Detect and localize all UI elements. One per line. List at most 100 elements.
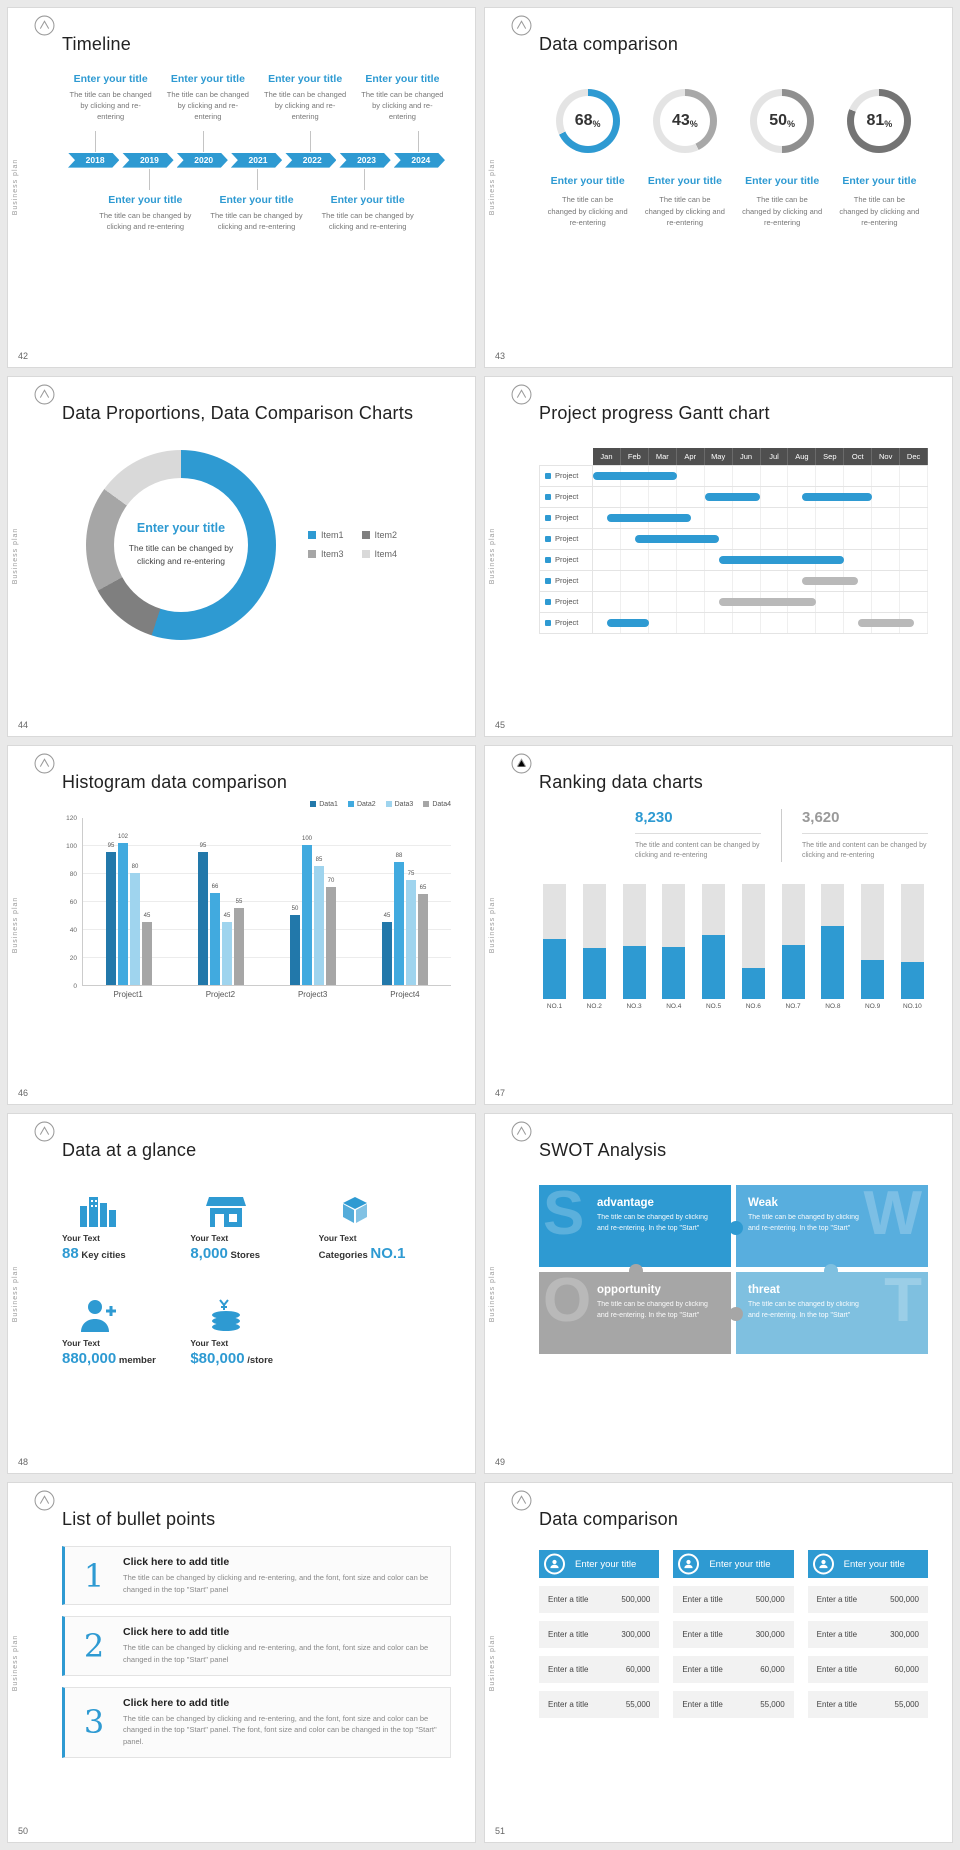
ranking-bar (582, 948, 606, 999)
legend-item: Data4 (423, 801, 451, 808)
gantt-month-header: Aug (788, 447, 817, 465)
slide-thumbnail-43[interactable]: Business plan 43 Data comparison 68% Ent… (485, 8, 952, 367)
legend-item: Item2 (361, 530, 397, 540)
swot-heading: threat (748, 1284, 780, 1297)
table-row: Enter a title 55,000 (807, 1691, 928, 1719)
donut-center: Enter your title The title can be change… (114, 477, 248, 612)
histogram-bar: 45 (142, 913, 152, 985)
entry-title: Enter your title (219, 193, 294, 206)
gantt-bar (606, 513, 691, 522)
swot-letter: W (863, 1185, 922, 1249)
stat-label: Your Text (62, 1233, 100, 1244)
swot-heading: advantage (597, 1197, 654, 1210)
slide-thumbnail-45[interactable]: Business plan 45 Project progress Gantt … (485, 376, 952, 736)
gantt-row-label: Project (539, 528, 593, 549)
gantt-bar (718, 597, 817, 606)
project-icon (545, 577, 551, 584)
timeline-year: 2018 (68, 153, 119, 168)
vertical-brand-label: Business plan (489, 1634, 496, 1691)
slide-thumbnail-50[interactable]: Business plan 50 List of bullet points 1… (8, 1483, 475, 1842)
puzzle-knob (823, 1264, 838, 1279)
slide-thumbnail-51[interactable]: Business plan 51 Data comparison Enter y… (485, 1483, 952, 1842)
y-tick-label: 80 (69, 870, 77, 878)
timeline-entry: Enter your title The title can be changed… (312, 194, 423, 233)
stat-value: 8,000 Stores (190, 1245, 261, 1263)
entry-desc: The title can be changed by clicking and… (99, 210, 192, 231)
slide-thumbnail-47[interactable]: Business plan 47 Ranking data charts 8,2… (485, 745, 952, 1105)
gantt-bar (802, 492, 873, 501)
legend-item: Data1 (310, 801, 338, 808)
ranking-label: NO.5 (705, 1002, 722, 1010)
gantt-month-header: Dec (900, 447, 929, 465)
stat-item: Your Text $80,000 /store (190, 1294, 318, 1367)
y-axis: 0 20 40 60 80 100 120 (62, 815, 82, 990)
stat-title: Enter your title (550, 175, 625, 187)
slide-thumbnail-44[interactable]: Business plan 44 Data Proportions, Data … (8, 376, 475, 736)
bullet-desc: The title can be changed by clicking and… (123, 1643, 429, 1665)
project-icon (545, 619, 551, 626)
ranking-bar (781, 944, 805, 999)
legend-swatch (361, 531, 370, 540)
row-label: Enter a title (682, 1665, 723, 1675)
row-label: Enter a title (816, 1595, 858, 1605)
stat-value: Categories NO.1 (318, 1245, 406, 1263)
ranking-column: NO.5 (702, 883, 726, 1010)
ranking-column: NO.6 (741, 883, 765, 1010)
row-value: 300,000 (621, 1630, 651, 1640)
category-label: Project1 (113, 989, 143, 999)
stat-value: 3,620 (801, 809, 929, 834)
ranking-column: NO.2 (582, 883, 606, 1010)
vertical-brand-label: Business plan (12, 1265, 19, 1323)
bullet-heading: Click here to add title (123, 1626, 230, 1639)
slide-title: Project progress Gantt chart (539, 402, 770, 423)
bar-group: 50 100 85 70 (290, 818, 336, 985)
stat-item: Your Text 880,000 member (62, 1294, 190, 1367)
entry-title: Enter your title (268, 73, 343, 85)
ranking-stats: 8,230 The title and content can be chang… (635, 808, 929, 862)
puzzle-knob (728, 1306, 743, 1321)
slide-thumbnail-49[interactable]: Business plan 49 SWOT Analysis S advanta… (485, 1114, 952, 1474)
slide-thumbnail-46[interactable]: Business plan 46 Histogram data comparis… (8, 745, 475, 1105)
timeline-axis: 2018 2019 2020 2021 2022 2023 2024 (68, 130, 445, 190)
stat-item: Your Text 88 Key cities (62, 1189, 190, 1262)
page-number: 49 (495, 1457, 506, 1468)
comparison-column: Enter your title Enter a title 500,000 Ent… (673, 1550, 794, 1719)
slide-title: SWOT Analysis (539, 1140, 667, 1161)
page-number: 48 (18, 1457, 29, 1468)
row-value: 300,000 (755, 1630, 785, 1640)
stat-title: Enter your title (647, 175, 722, 187)
donut-stat: 50% Enter your title The title can be ch… (734, 89, 831, 229)
donut-center-desc: The title can be changed by clicking and… (128, 542, 234, 567)
legend-swatch (361, 550, 370, 559)
slide-title: Data Proportions, Data Comparison Charts (62, 402, 414, 423)
row-label: Enter a title (548, 1595, 589, 1605)
slide-thumbnail-48[interactable]: Business plan 48 Data at a glance Your T… (8, 1114, 475, 1474)
gantt-row: Project (539, 486, 929, 508)
slide-thumbnail-42[interactable]: Business plan 42 Timeline Enter your tit… (8, 8, 475, 367)
bar-group: 95 66 45 55 (198, 818, 244, 985)
connector-line (148, 168, 150, 190)
histogram-bar: 45 (382, 913, 392, 985)
gantt-bar (718, 555, 845, 564)
gantt-row-label: Project (539, 507, 593, 528)
swot-quadrant-o: O opportunity The title can be changed b… (539, 1272, 731, 1355)
bullet-item: 3 Click here to add title The title can … (62, 1686, 451, 1758)
timeline-entry: Enter your title The title can be changed… (159, 73, 256, 123)
legend-item: Data2 (347, 801, 376, 808)
category-label: Project3 (297, 989, 328, 999)
ranking-label: NO.1 (546, 1002, 563, 1010)
stat-desc: The title can be changed by clicking and… (742, 195, 823, 228)
timeline-top-entries: Enter your title The title can be changed… (62, 73, 451, 123)
entry-title: Enter your title (108, 193, 183, 206)
page-number: 42 (18, 350, 29, 361)
bullet-list: 1 Click here to add title The title can … (62, 1546, 451, 1758)
progress-ring: 43% (652, 89, 717, 153)
progress-ring: 50% (750, 89, 815, 153)
gantt-month-header: Sep (816, 447, 845, 465)
comparison-column: Enter your title Enter a title 500,000 Ent… (539, 1550, 660, 1719)
stat-label: Your Text (62, 1338, 100, 1349)
ranking-label: NO.4 (666, 1002, 682, 1010)
slide-title: List of bullet points (62, 1509, 216, 1530)
ranking-label: NO.9 (865, 1002, 881, 1010)
gantt-month-header: Mar (648, 447, 677, 465)
